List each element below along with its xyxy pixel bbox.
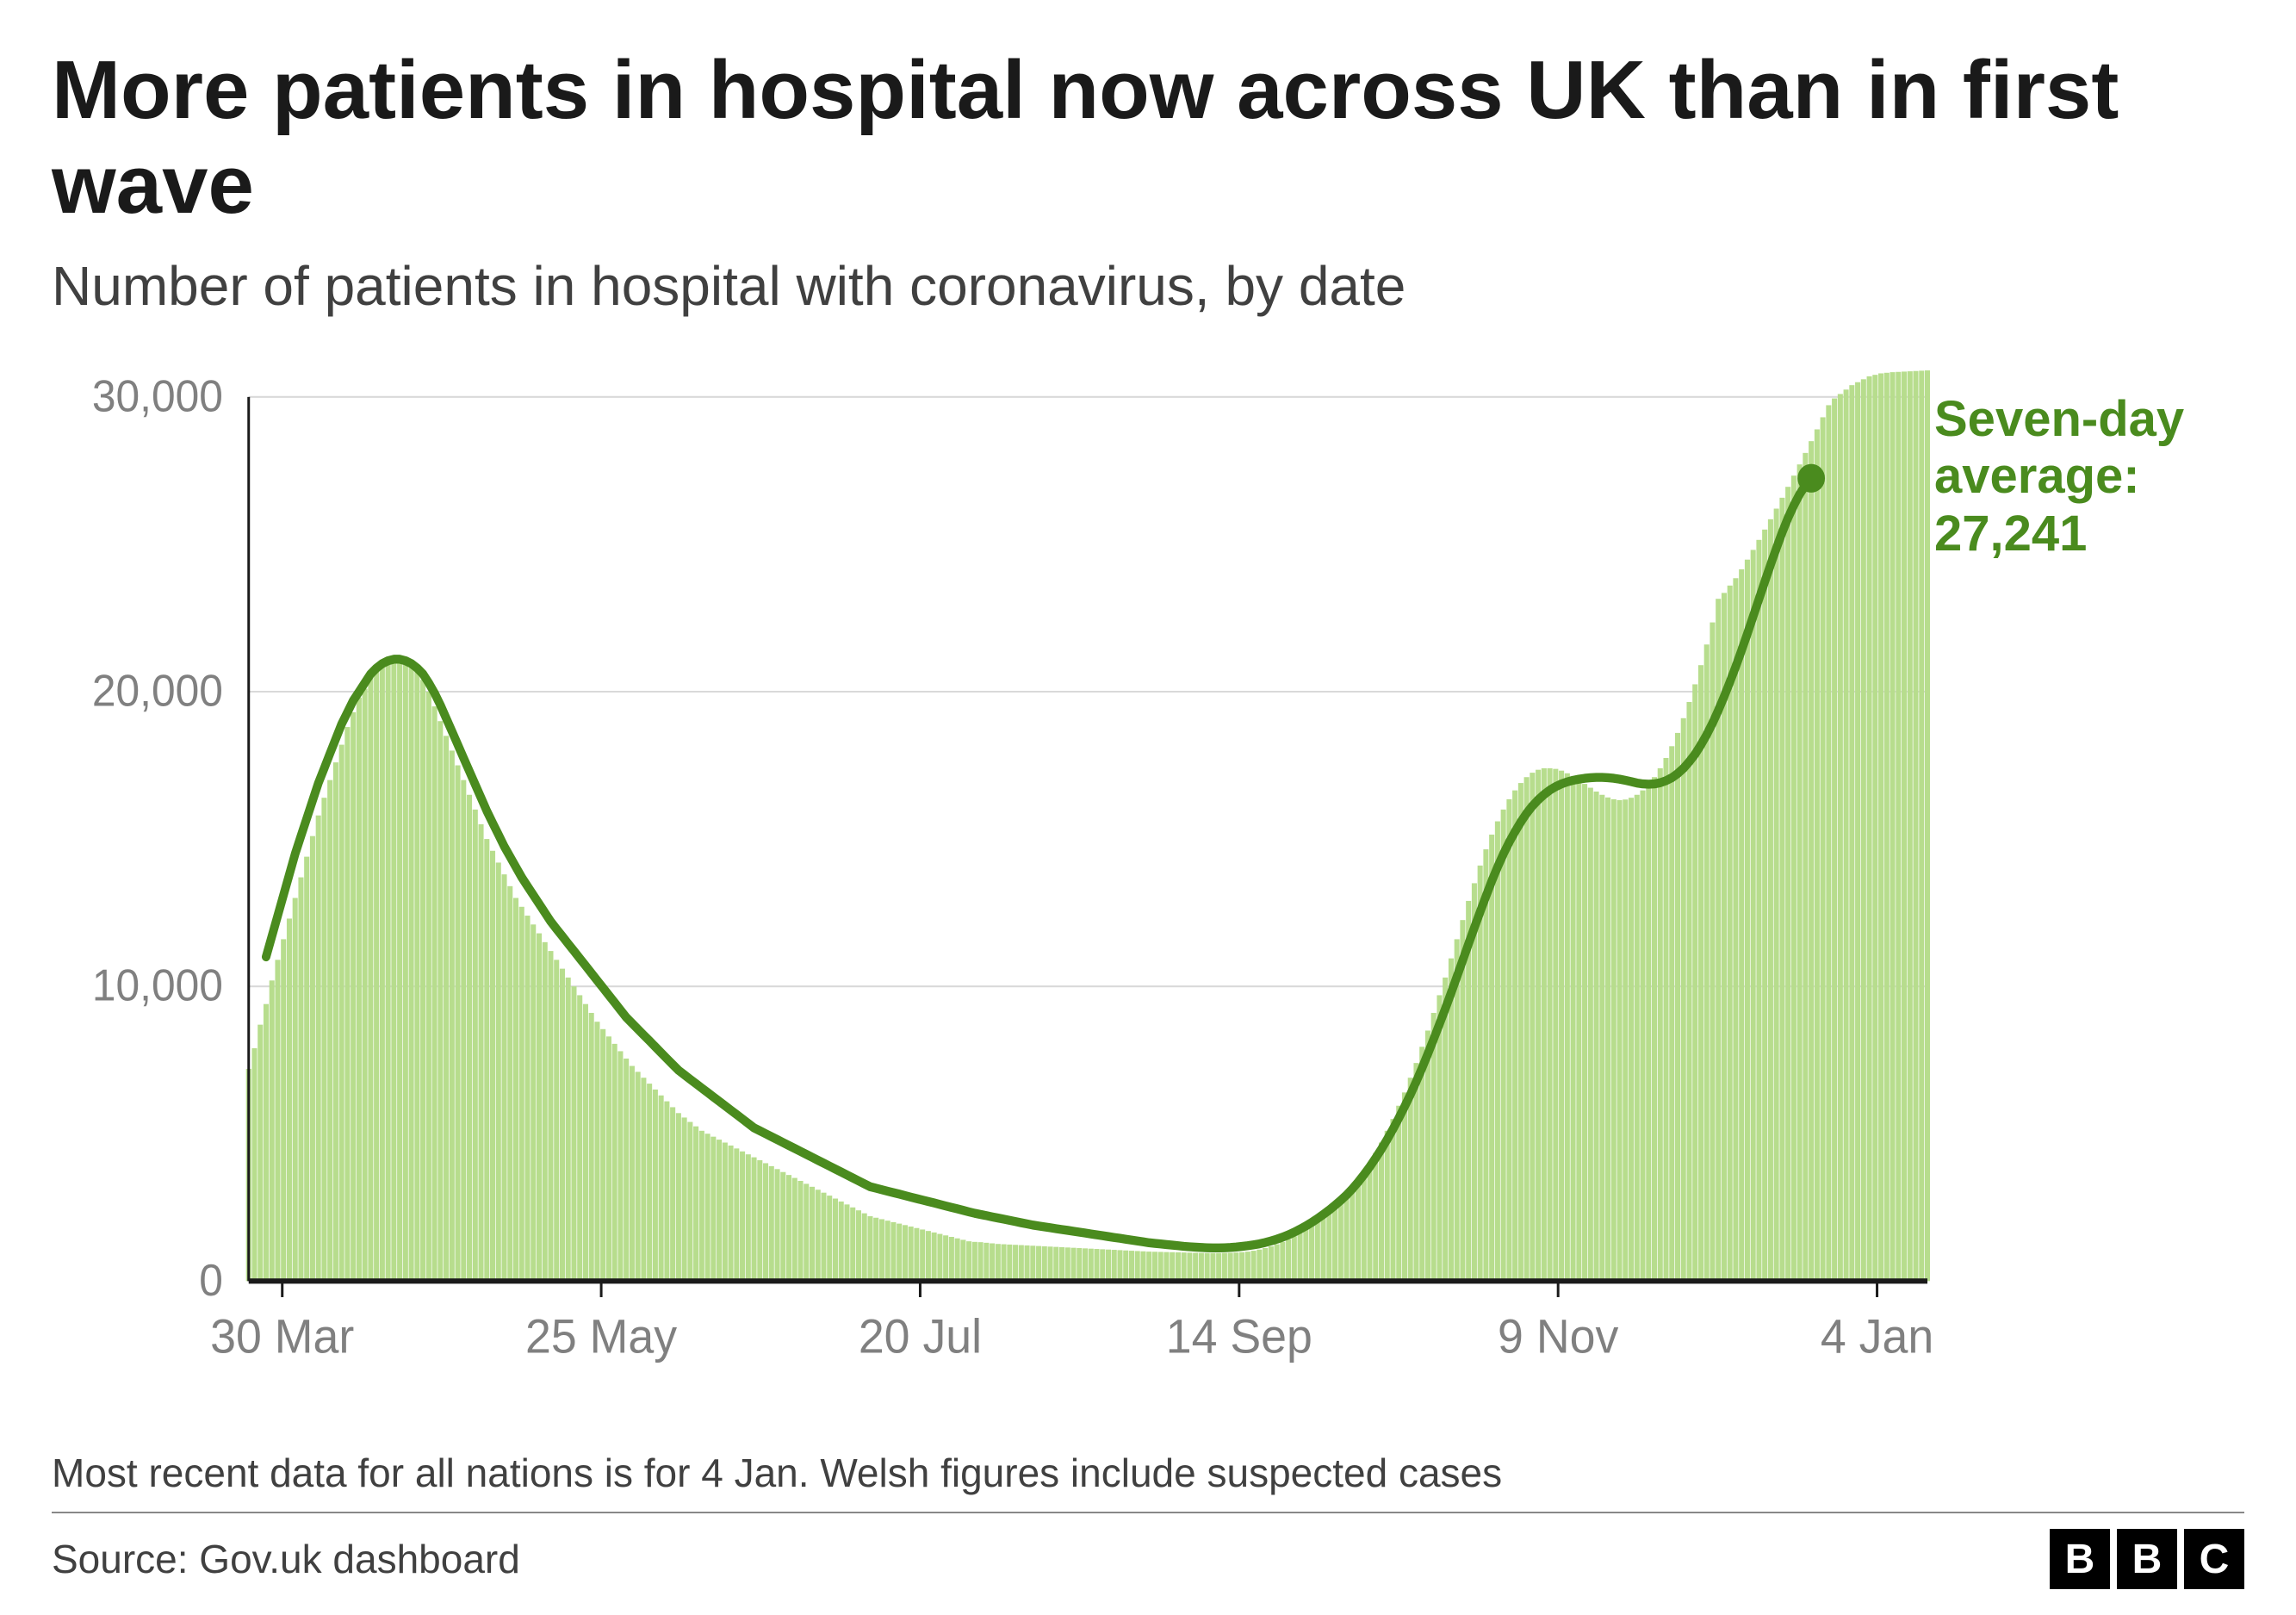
bbc-logo-block: B xyxy=(2117,1529,2177,1589)
chart-annotation: Seven-day average: 27,241 xyxy=(1934,391,2244,563)
bbc-logo-block: C xyxy=(2184,1529,2244,1589)
chart-title: More patients in hospital now across UK … xyxy=(52,43,2244,233)
annotation-line: 27,241 xyxy=(1934,506,2244,563)
svg-text:0: 0 xyxy=(199,1255,223,1305)
annotation-line: average: xyxy=(1934,448,2244,506)
footer-divider xyxy=(52,1512,2244,1513)
chart-container: 0 10,000 20,000 30,000 30 Mar 25 May 20 Jul 14 … xyxy=(52,352,2244,1424)
svg-text:14 Sep: 14 Sep xyxy=(1166,1308,1312,1363)
bbc-logo-block: B xyxy=(2050,1529,2110,1589)
chart-subtitle: Number of patients in hospital with coro… xyxy=(52,254,2244,318)
svg-text:20,000: 20,000 xyxy=(92,665,223,715)
bbc-logo: B B C xyxy=(2050,1529,2244,1589)
svg-text:30,000: 30,000 xyxy=(92,370,223,420)
chart-canvas: 0 10,000 20,000 30,000 30 Mar 25 May 20 Jul 14 … xyxy=(52,352,2244,1424)
chart-footer: Source: Gov.uk dashboard B B C xyxy=(52,1529,2244,1589)
svg-text:30 Mar: 30 Mar xyxy=(210,1308,354,1363)
annotation-line: Seven-day xyxy=(1934,391,2244,449)
svg-text:4 Jan: 4 Jan xyxy=(1821,1308,1933,1363)
svg-text:25 May: 25 May xyxy=(525,1308,678,1363)
source-text: Source: Gov.uk dashboard xyxy=(52,1536,520,1582)
svg-text:9 Nov: 9 Nov xyxy=(1498,1308,1619,1363)
chart-footnote: Most recent data for all nations is for … xyxy=(52,1450,2244,1496)
svg-text:10,000: 10,000 xyxy=(92,960,223,1010)
svg-text:20 Jul: 20 Jul xyxy=(859,1308,982,1363)
